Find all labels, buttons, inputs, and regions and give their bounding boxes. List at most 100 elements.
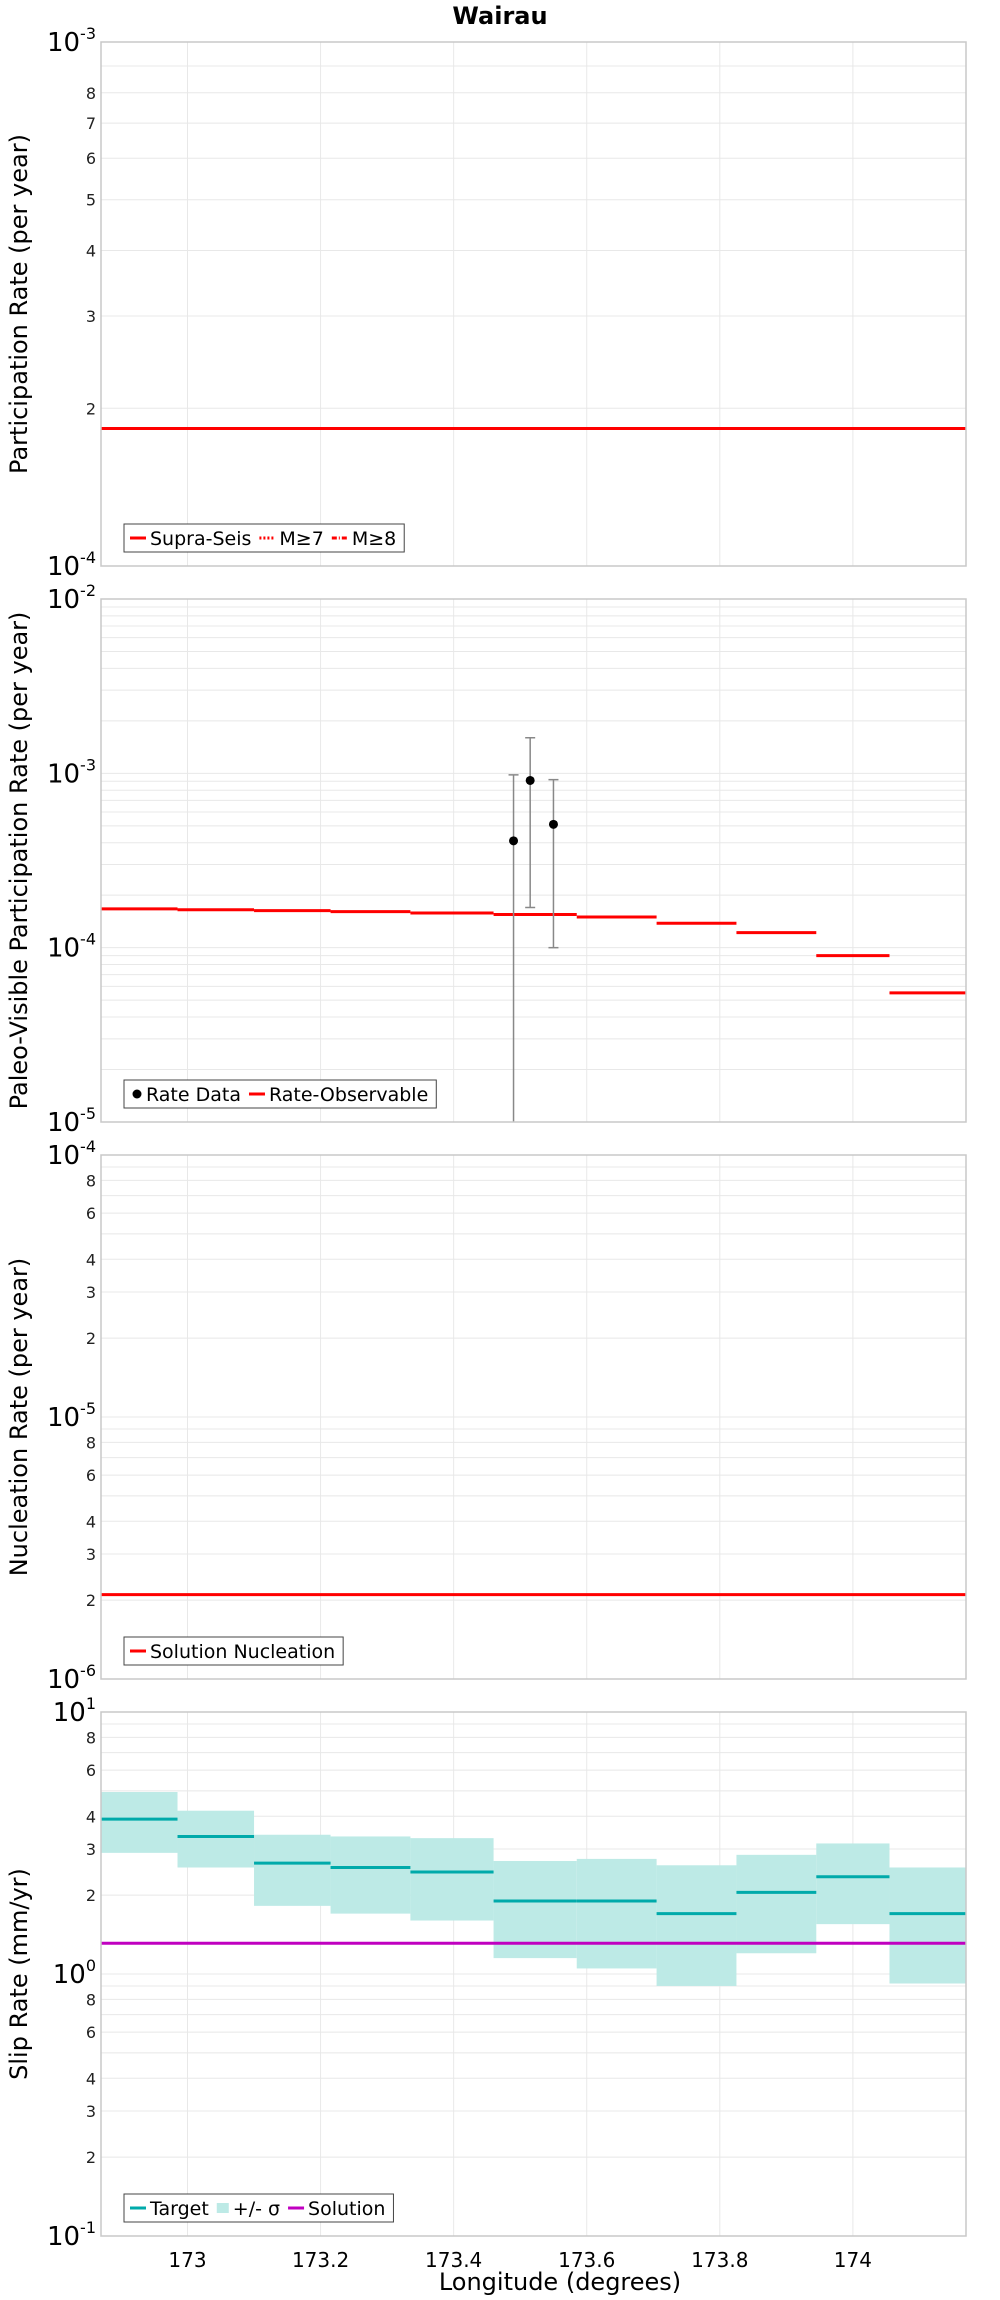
tick-exponent: -5	[80, 1399, 96, 1418]
tick-base: 10	[53, 1698, 86, 1728]
y-tick-label-major: 10-1	[47, 2218, 96, 2252]
y-tick-label: 3	[86, 1545, 96, 1564]
tick-exponent: -1	[80, 2218, 96, 2237]
y-tick-label: 6	[86, 1466, 96, 1485]
x-axis-label: Longitude (degrees)	[439, 2268, 681, 2296]
sigma-band	[656, 1865, 737, 1986]
tick-exponent: -3	[80, 24, 96, 43]
tick-base: 10	[47, 2222, 80, 2252]
sigma-band	[254, 1834, 331, 1906]
legend: Solution Nucleation	[123, 1636, 344, 1666]
legend-box	[123, 2193, 394, 2223]
rate-data-point	[509, 836, 519, 846]
y-tick-label: 8	[86, 1171, 96, 1190]
tick-base: 10	[47, 934, 80, 964]
plot-frame	[100, 1711, 967, 2237]
y-tick-label: 5	[86, 191, 96, 210]
y-tick-label-major: 10-5	[47, 1399, 96, 1433]
sigma-band	[330, 1836, 411, 1914]
legend-entry: M≥7	[279, 528, 323, 550]
legend: Rate Data Rate-Observable	[123, 1079, 437, 1109]
tick-exponent: 1	[86, 1694, 96, 1713]
y-tick-label: 4	[86, 2069, 96, 2088]
sigma-band	[736, 1854, 817, 1954]
plot-frame	[100, 1154, 967, 1680]
legend-box	[123, 1079, 437, 1109]
y-tick-label-major: 101	[53, 1694, 96, 1728]
y-tick-label: 3	[86, 1840, 96, 1859]
y-axis-label: Participation Rate (per year)	[5, 134, 33, 474]
x-tick-label: 173.6	[558, 2248, 615, 2272]
tick-exponent: -4	[80, 1137, 96, 1156]
x-tick-label: 174	[834, 2248, 872, 2272]
legend-box	[123, 1636, 344, 1666]
tick-exponent: -6	[80, 1661, 96, 1680]
plot-area	[101, 42, 966, 566]
legend-entry: +/- σ	[233, 2198, 280, 2220]
tick-base: 10	[53, 1960, 86, 1990]
sigma-band	[576, 1858, 657, 1969]
tick-base: 10	[47, 1665, 80, 1695]
y-axis-label: Nucleation Rate (per year)	[5, 1258, 33, 1577]
sigma-band	[410, 1838, 494, 1921]
y-tick-label: 6	[86, 1204, 96, 1223]
sigma-band	[177, 1810, 255, 1868]
y-tick-label: 2	[86, 2148, 96, 2167]
y-tick-label: 8	[86, 84, 96, 103]
tick-exponent: -2	[80, 581, 96, 600]
plot-frame	[100, 41, 967, 567]
y-tick-label: 3	[86, 1283, 96, 1302]
y-tick-label-major: 10-3	[47, 755, 96, 789]
x-tick-label: 173.4	[425, 2248, 482, 2272]
plot-area	[101, 599, 966, 1122]
y-tick-label: 4	[86, 1807, 96, 1826]
y-tick-label: 4	[86, 1512, 96, 1531]
legend-entry: M≥8	[352, 528, 396, 550]
tick-exponent: -3	[80, 755, 96, 774]
tick-base: 10	[47, 759, 80, 789]
y-tick-label-major: 10-4	[47, 548, 96, 582]
tick-base: 10	[47, 585, 80, 615]
plot-frame	[100, 598, 967, 1123]
x-axis: 173 173.2 173.4 173.6 173.8 174	[168, 2248, 872, 2272]
y-tick-label-major: 10-2	[47, 581, 96, 615]
rate-data-point	[548, 819, 558, 829]
figure-title: Wairau	[452, 2, 547, 30]
y-tick-label: 3	[86, 307, 96, 326]
rate-data-point	[525, 775, 535, 785]
y-tick-label-major: 10-6	[47, 1661, 96, 1695]
tick-exponent: -4	[80, 930, 96, 949]
legend-entry: Solution	[308, 2198, 385, 2220]
x-tick-label: 173.2	[292, 2248, 349, 2272]
legend-entry: Solution Nucleation	[150, 1641, 335, 1663]
y-tick-label: 2	[86, 1329, 96, 1348]
tick-base: 10	[47, 1403, 80, 1433]
x-tick-label: 173.8	[691, 2248, 748, 2272]
sigma-band	[101, 1792, 178, 1853]
y-tick-label: 3	[86, 2102, 96, 2121]
y-tick-label: 6	[86, 1761, 96, 1780]
y-axis-label: Paleo-Visible Participation Rate (per ye…	[5, 612, 33, 1110]
tick-base: 10	[47, 28, 80, 58]
legend-entry: Rate Data	[146, 1084, 241, 1106]
y-tick-label: 8	[86, 1728, 96, 1747]
legend-entry: Target	[149, 2198, 209, 2220]
y-tick-label: 8	[86, 1990, 96, 2009]
legend: Target +/- σ Solution	[123, 2193, 394, 2223]
legend-mark-rate-data	[132, 1089, 142, 1099]
y-tick-label: 2	[86, 399, 96, 418]
y-tick-label: 8	[86, 1433, 96, 1452]
y-tick-label: 2	[86, 1591, 96, 1610]
y-tick-label-major: 10-3	[47, 24, 96, 58]
sigma-band	[816, 1843, 890, 1925]
y-tick-label-major: 10-5	[47, 1104, 96, 1138]
y-tick-label-major: 10-4	[47, 1137, 96, 1171]
tick-exponent: 0	[86, 1956, 96, 1975]
legend-mark-sigma	[216, 2203, 229, 2213]
